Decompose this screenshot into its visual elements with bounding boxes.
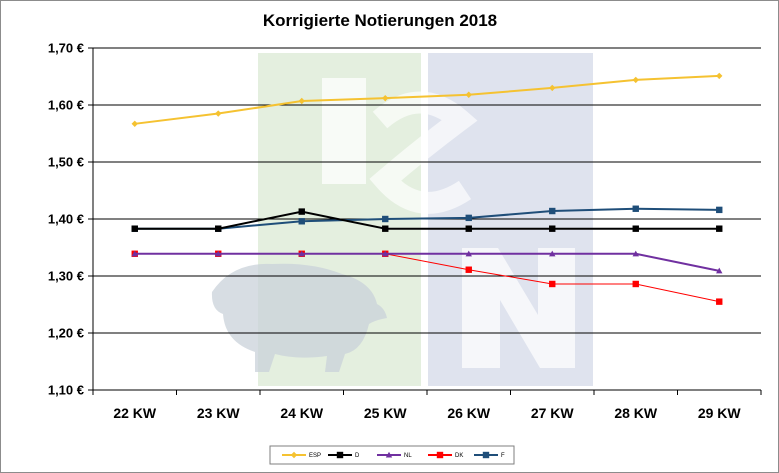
legend-marker — [482, 451, 490, 459]
y-tick-label: 1,70 € — [48, 41, 84, 56]
legend-item-dk: DK — [428, 451, 463, 459]
y-tick-label: 1,20 € — [48, 326, 84, 341]
y-tick-label: 1,50 € — [48, 155, 84, 170]
y-axis-ticks: 1,10 € 1,20 € 1,30 € 1,40 € 1,50 € 1,60 € 1,70… — [48, 41, 93, 398]
legend-marker — [290, 451, 298, 459]
data-point — [716, 267, 723, 274]
x-tick-label: 29 KW — [698, 405, 742, 421]
legend-label: NL — [404, 453, 412, 459]
data-point — [131, 225, 138, 232]
legend-item-esp: ESP — [282, 451, 321, 459]
data-point — [632, 225, 639, 232]
data-point — [632, 205, 639, 212]
data-point — [465, 214, 472, 222]
data-point — [215, 110, 222, 117]
data-point — [131, 250, 138, 257]
legend-marker — [436, 451, 444, 459]
data-point — [549, 207, 556, 215]
y-tick-label: 1,10 € — [48, 383, 84, 398]
data-point — [549, 225, 556, 232]
y-tick-label: 1,60 € — [48, 98, 84, 113]
data-point — [215, 250, 222, 257]
data-point — [716, 72, 723, 80]
data-point — [465, 91, 472, 98]
legend-marker — [336, 451, 344, 459]
x-tick-label: 23 KW — [197, 405, 241, 421]
series-esp — [131, 72, 723, 128]
y-tick-label: 1,40 € — [48, 212, 84, 227]
series-line — [134, 210, 720, 230]
data-point — [465, 225, 472, 232]
data-point — [215, 225, 222, 232]
chart-title: Korrigierte Notierungen 2018 — [263, 11, 497, 30]
data-point — [382, 250, 389, 257]
y-tick-label: 1,30 € — [48, 269, 84, 284]
data-point — [382, 94, 389, 102]
x-tick-label: 22 KW — [113, 405, 157, 421]
legend-item-f: F — [474, 451, 505, 459]
legend-item-d: D — [328, 451, 360, 459]
legend-label: D — [355, 453, 360, 459]
data-point — [549, 280, 556, 288]
legend-label: F — [501, 453, 505, 459]
data-point — [549, 84, 556, 92]
data-point — [298, 250, 305, 257]
data-point — [131, 120, 138, 128]
data-point — [298, 208, 305, 215]
series-line — [134, 207, 720, 230]
x-tick-label: 28 KW — [614, 405, 658, 421]
data-point — [465, 266, 472, 273]
x-tick-label: 25 KW — [364, 405, 408, 421]
series-line — [134, 252, 720, 272]
data-point — [716, 225, 723, 232]
data-point — [632, 76, 639, 84]
x-tick-label: 26 KW — [447, 405, 491, 421]
series-line — [134, 74, 720, 125]
series-lines — [131, 72, 723, 305]
data-point — [298, 218, 305, 225]
isn-watermark-logo — [211, 53, 593, 386]
data-point — [382, 225, 389, 232]
data-point — [632, 250, 639, 257]
legend-item-nl: NL — [377, 451, 412, 459]
data-point — [465, 250, 472, 257]
data-point — [382, 215, 389, 223]
x-axis-ticks: 22 KW 23 KW 24 KW 25 KW 26 KW 27 KW 28 KW 29 KW — [92, 390, 762, 421]
legend-marker — [385, 451, 393, 458]
legend-label: DK — [455, 453, 463, 459]
legend: ESP D NL DK F — [269, 445, 515, 465]
data-point — [716, 298, 723, 305]
data-point — [298, 97, 305, 105]
x-tick-label: 27 KW — [531, 405, 575, 421]
series-d — [131, 208, 723, 232]
data-point — [549, 250, 556, 257]
x-tick-label: 24 KW — [280, 405, 324, 421]
data-point — [632, 280, 639, 288]
series-nl — [131, 250, 723, 274]
legend-label: ESP — [309, 453, 321, 459]
data-point — [716, 206, 723, 214]
